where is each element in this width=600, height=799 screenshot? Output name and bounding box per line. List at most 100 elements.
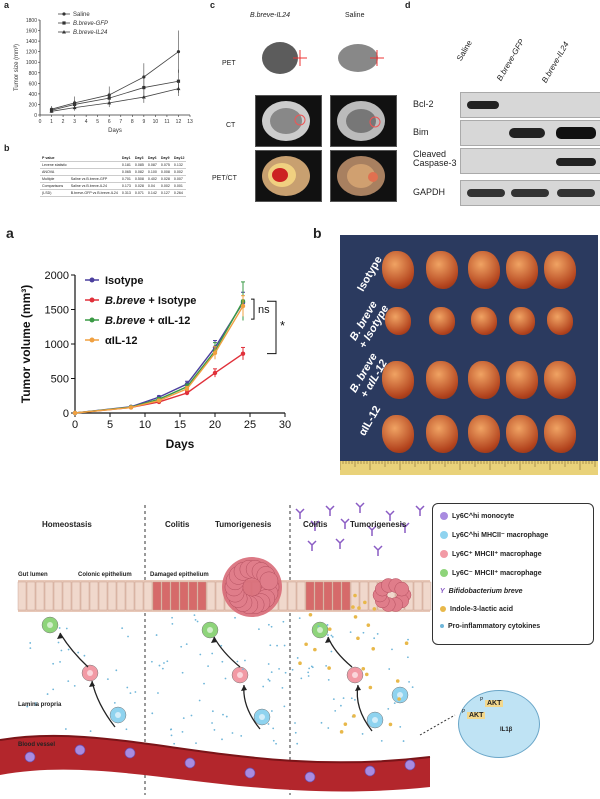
y-tick-label: 200 [29, 102, 38, 108]
wb-lane-gfp: B.breve-GFP [495, 37, 527, 83]
epithelial-cell [98, 581, 108, 611]
cytokine [411, 686, 414, 689]
tumor-specimen [382, 415, 414, 453]
table-row: Multiple Saline vs B.breve-GFP 0.701 0.508 0… [40, 175, 187, 183]
cell-nucleus [207, 627, 213, 633]
cytokine [326, 624, 329, 626]
cytokine [373, 637, 376, 640]
cytokine [58, 627, 61, 629]
cytokine [67, 680, 70, 682]
tumor-specimen [426, 251, 458, 289]
pet-col-saline: Saline [345, 12, 365, 19]
data-point [72, 105, 77, 110]
cytokine [326, 634, 329, 636]
cytokine [29, 642, 32, 644]
cytokine [407, 638, 409, 641]
legend-marker [62, 12, 66, 16]
cytokine [181, 730, 184, 733]
tumor-specimen [506, 415, 538, 453]
epithelial-cell [143, 581, 153, 611]
epithelial-cell [170, 581, 180, 611]
cytokine [231, 732, 234, 734]
cytokine [270, 710, 273, 712]
legend-label: B.breve-IL24 [73, 30, 108, 36]
data-point [212, 370, 218, 376]
legend-item-2: Ly6C⁺ MHCII⁺ macrophage [440, 550, 542, 559]
x-tick-label: 10 [139, 419, 151, 431]
wb-label-gapdh: GAPDH [413, 187, 446, 197]
cytokine [362, 631, 365, 634]
cytokine [284, 671, 287, 674]
cytokine [267, 723, 270, 725]
epithelial-cell [179, 581, 189, 611]
cytokine [171, 616, 173, 619]
cell-nucleus [397, 692, 403, 698]
cytokine [262, 685, 265, 688]
panel-top-a-letter: a [4, 0, 10, 10]
cytokine [203, 682, 205, 685]
tumor-specimen [426, 361, 458, 399]
ila-molecule [364, 672, 369, 677]
cytokine [52, 688, 55, 691]
tumor-specimen [468, 361, 500, 399]
x-tick-label: 8 [131, 119, 134, 125]
bifidobacterium [400, 522, 410, 533]
vessel-wall [0, 734, 431, 764]
section-colitis-1: Colitis [165, 520, 190, 529]
cytokine [350, 697, 353, 700]
data-point [107, 100, 112, 105]
data-point [49, 109, 54, 113]
cytokine [340, 704, 342, 707]
epithelial-cell [62, 581, 72, 611]
epithelial-cell [71, 581, 81, 611]
y-axis-label: Tumor volume (mm³) [19, 285, 33, 403]
data-point [176, 50, 181, 54]
ila-molecule [371, 646, 376, 651]
epithelial-cell [35, 581, 45, 611]
tumor-specimen [471, 307, 497, 335]
wb-row-gapdh [460, 180, 600, 206]
cytokine [296, 742, 299, 745]
tumor-specimen [506, 361, 538, 399]
legend-item-0: Ly6C^hi monocyte [440, 512, 514, 520]
cytokine [126, 686, 129, 689]
cytokine [35, 703, 37, 706]
data-point [184, 386, 190, 392]
cytokine [171, 622, 174, 625]
panel-d-letter: d [405, 0, 411, 10]
wb-row-bim [460, 120, 600, 146]
data-point [142, 75, 146, 79]
cytokine [307, 675, 310, 677]
cytokine [276, 644, 278, 647]
arrow [59, 632, 89, 668]
cytokine [115, 669, 118, 672]
ila-molecule [404, 641, 409, 646]
cytokine [170, 734, 173, 737]
cytokine [185, 643, 188, 646]
x-tick-label: 5 [107, 419, 113, 431]
label-gut-lumen: Gut lumen [18, 572, 48, 578]
x-tick-label: 9 [142, 119, 145, 125]
bifidobacterium [367, 525, 377, 536]
table-row: ANOVA 0.065 0.082 0.100 0.008 0.002 [40, 168, 187, 176]
y-tick-label: 500 [51, 374, 69, 386]
legend-marker [89, 297, 95, 303]
ns-bracket [251, 298, 255, 320]
inset-il1b: IL1β [500, 727, 513, 733]
legend-label: B.breve + αIL-12 [105, 315, 190, 327]
epithelial-cell [305, 581, 315, 611]
cytokine [52, 662, 55, 665]
ila-molecule [353, 615, 358, 619]
cytokine [127, 635, 129, 638]
legend-marker [62, 21, 66, 25]
cytokine [267, 623, 270, 626]
cytokine [222, 713, 224, 716]
tumor-cell [259, 571, 279, 591]
cytokine [225, 715, 228, 718]
cell-nucleus [115, 712, 121, 718]
cytokine [294, 722, 296, 724]
data-point [240, 303, 246, 309]
ila-molecule [304, 642, 308, 647]
data-point [176, 86, 181, 91]
cytokine [150, 660, 153, 663]
